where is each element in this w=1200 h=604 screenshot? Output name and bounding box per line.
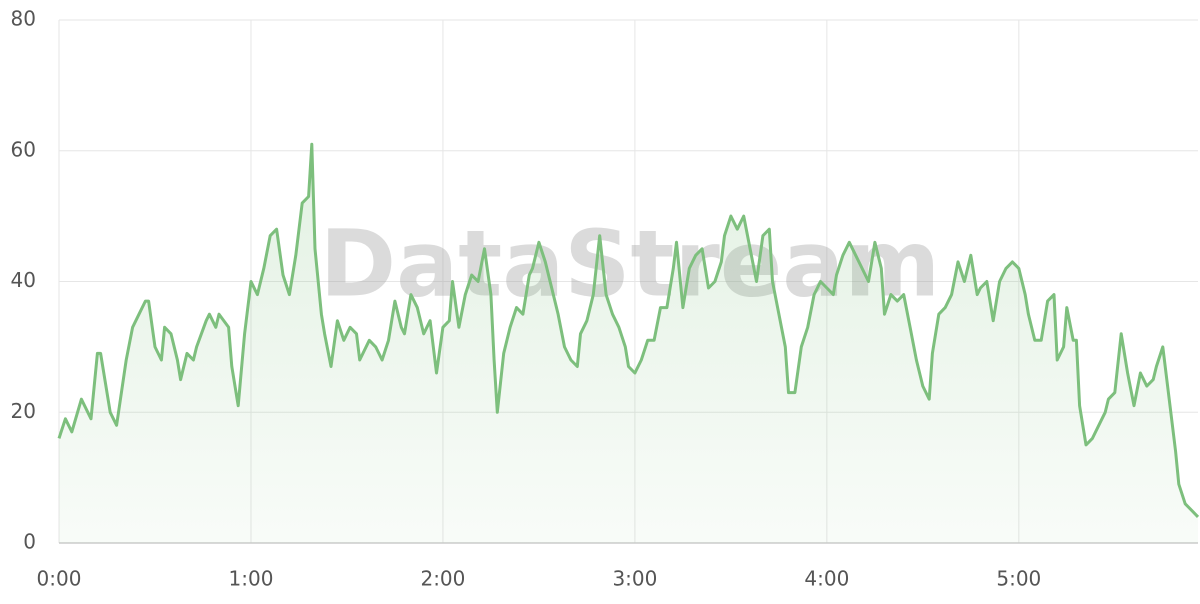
x-tick-label: 1:00 (229, 567, 274, 591)
x-tick-label: 2:00 (420, 567, 465, 591)
y-tick-label: 20 (11, 399, 36, 423)
x-tick-label: 5:00 (996, 567, 1041, 591)
y-tick-label: 40 (11, 268, 36, 292)
y-tick-label: 0 (23, 530, 36, 554)
line (57, 142, 1200, 518)
y-tick-label: 60 (11, 137, 36, 161)
x-tick-label: 3:00 (612, 567, 657, 591)
x-tick-label: 0:00 (37, 567, 82, 591)
x-tick-label: 4:00 (804, 567, 849, 591)
y-tick-label: 80 (11, 7, 36, 31)
area (59, 144, 1198, 543)
